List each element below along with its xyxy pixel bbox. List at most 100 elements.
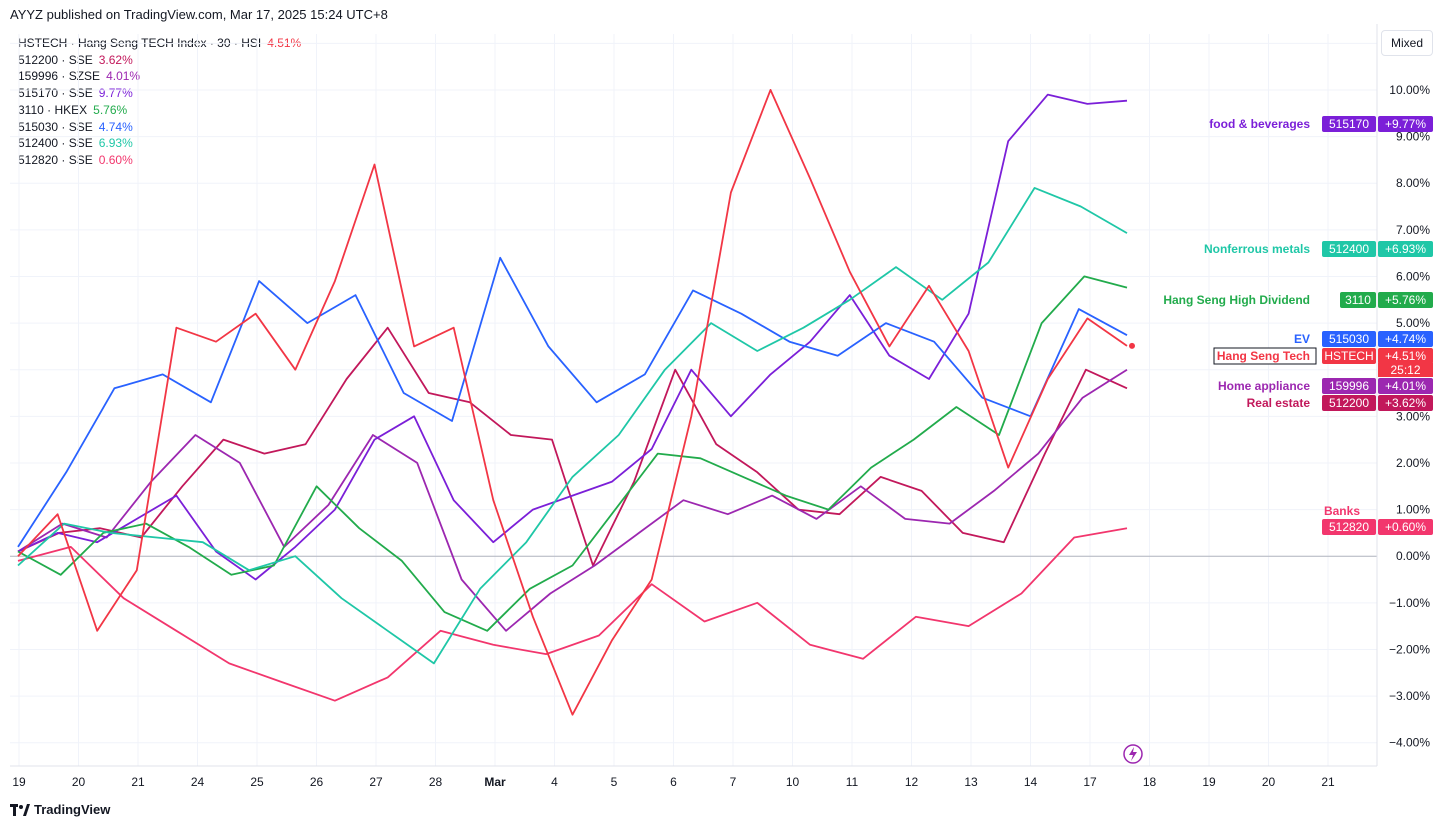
- x-tick-label: 26: [310, 775, 324, 789]
- y-tick-label: 3.00%: [1396, 409, 1430, 423]
- price-change-tag-text: +9.77%: [1385, 117, 1426, 131]
- series-name-label: Hang Seng High Dividend: [1163, 293, 1310, 307]
- series-name-label: Nonferrous metals: [1204, 242, 1310, 256]
- x-tick-label: 6: [670, 775, 677, 789]
- x-tick-label: 28: [429, 775, 443, 789]
- price-change-tag: [1378, 395, 1433, 411]
- legend-percent: 4.74%: [98, 119, 133, 134]
- x-tick-label: 14: [1024, 775, 1038, 789]
- ticker-tag-text: 159996: [1329, 379, 1369, 393]
- price-change-tag-text: +5.76%: [1385, 293, 1426, 307]
- x-tick-label: 24: [191, 775, 205, 789]
- series-line-515030: [17, 256, 1128, 548]
- series-line-512400: [17, 186, 1128, 665]
- x-tick-label: Mar: [484, 775, 506, 789]
- ticker-tag: [1322, 378, 1376, 394]
- price-change-tag-text: +4.01%: [1385, 379, 1426, 393]
- legend-row-3110[interactable]: 3110 · HKEX 5.76%: [18, 102, 301, 119]
- x-tick-label: 19: [1202, 775, 1216, 789]
- price-change-tag-text: +4.74%: [1385, 332, 1426, 346]
- x-tick-label: 27: [369, 775, 383, 789]
- axis-layer: −4.00% −3.00% −2.00% −1.00% 0.00% 1.00% 2.00% 3…: [10, 24, 1430, 789]
- series-layer: [17, 89, 1135, 716]
- series-line-3110: [17, 275, 1128, 632]
- series-name-label: Real estate: [1247, 396, 1311, 410]
- legend-label: 515030 · SSE: [18, 119, 93, 134]
- price-change-tag-text: +6.93%: [1385, 242, 1426, 256]
- hstech-label-box: [1213, 347, 1317, 365]
- y-tick-label: 6.00%: [1396, 269, 1430, 283]
- y-tick-label: 7.00%: [1396, 223, 1430, 237]
- tradingview-logo[interactable]: TradingView: [10, 802, 110, 817]
- x-tick-label: 17: [1083, 775, 1097, 789]
- price-change-tag: [1378, 331, 1433, 347]
- x-tick-label: 21: [1321, 775, 1335, 789]
- legend-percent: 4.01%: [106, 69, 141, 84]
- series-line-512820: [17, 527, 1128, 702]
- countdown-tag: [1378, 363, 1433, 377]
- legend-label: 3110 · HKEX: [18, 102, 88, 117]
- x-tick-label: 20: [72, 775, 86, 789]
- legend-row-159996[interactable]: 159996 · SZSE 4.01%: [18, 68, 301, 85]
- ticker-tag-text: 515030: [1329, 332, 1369, 346]
- ticker-tag: [1322, 116, 1376, 132]
- ticker-tag: [1322, 395, 1376, 411]
- x-tick-label: 5: [611, 775, 618, 789]
- legend-percent: 0.60%: [98, 152, 133, 167]
- x-tick-label: 13: [964, 775, 978, 789]
- price-change-tag: [1378, 348, 1433, 364]
- price-change-tag-text: +3.62%: [1385, 396, 1426, 410]
- price-change-tag: [1378, 292, 1433, 308]
- ticker-tag-text: 512200: [1329, 396, 1369, 410]
- y-tick-label: −2.00%: [1389, 642, 1430, 656]
- scale-mode-button[interactable]: Mixed: [1381, 30, 1433, 56]
- series-name-label: Banks: [1324, 504, 1360, 518]
- ticker-tag: [1322, 331, 1376, 347]
- legend-label: 512400 · SSE: [18, 136, 93, 151]
- y-tick-label: 9.00%: [1396, 130, 1430, 144]
- legend-label: 512200 · SSE: [18, 52, 93, 67]
- y-tick-label: −4.00%: [1389, 736, 1430, 750]
- y-tick-label: 5.00%: [1396, 316, 1430, 330]
- price-change-tag-text: +0.60%: [1385, 520, 1426, 534]
- x-tick-label: 18: [1143, 775, 1157, 789]
- legend-percent: 6.93%: [98, 136, 133, 151]
- price-change-tag: [1378, 116, 1433, 132]
- lightning-icon: [1123, 744, 1143, 764]
- series-line-HSTECH: [17, 89, 1128, 716]
- x-tick-label: 12: [905, 775, 919, 789]
- legend-row-512200[interactable]: 512200 · SSE 3.62%: [18, 52, 301, 69]
- lightning-icon-ring: [1123, 744, 1143, 764]
- series-line-159996: [17, 368, 1128, 632]
- series-name-label: food & beverages: [1209, 117, 1310, 131]
- tag-layer: Banks 512820 +0.60% Real estate 512200 +3.62%…: [1163, 116, 1433, 535]
- price-change-tag: [1378, 241, 1433, 257]
- tradingview-brand-text: TradingView: [34, 802, 111, 817]
- published-note: AYYZ published on TradingView.com, Mar 1…: [10, 7, 388, 22]
- ticker-tag-text: 512400: [1329, 242, 1369, 256]
- x-tick-label: 10: [786, 775, 800, 789]
- ticker-tag: [1340, 292, 1376, 308]
- legend-row-512400[interactable]: 512400 · SSE 6.93%: [18, 135, 301, 152]
- ticker-tag-text: HSTECH: [1324, 349, 1373, 363]
- price-change-tag: [1378, 378, 1433, 394]
- y-tick-label: 2.00%: [1396, 456, 1430, 470]
- x-tick-label: 21: [131, 775, 145, 789]
- series-line-515170: [17, 93, 1128, 581]
- series-name-label: EV: [1294, 332, 1310, 346]
- x-tick-label: 20: [1262, 775, 1276, 789]
- legend-label: 512820 · SSE: [18, 152, 93, 167]
- legend-row-515030[interactable]: 515030 · SSE 4.74%: [18, 119, 301, 136]
- x-tick-label: 25: [250, 775, 264, 789]
- legend-row-512820[interactable]: 512820 · SSE 0.60%: [18, 152, 301, 169]
- series-name-label: Home appliance: [1218, 379, 1310, 393]
- price-change-tag-text: +4.51%: [1385, 349, 1426, 363]
- last-price-dot: [1129, 342, 1135, 349]
- countdown-text: 25:12: [1390, 363, 1420, 377]
- ticker-tag-text: 3110: [1345, 293, 1371, 307]
- x-tick-label: 19: [12, 775, 26, 789]
- legend-percent: 5.76%: [93, 102, 128, 117]
- y-tick-label: 1.00%: [1396, 503, 1430, 517]
- ticker-tag-text: 515170: [1329, 117, 1369, 131]
